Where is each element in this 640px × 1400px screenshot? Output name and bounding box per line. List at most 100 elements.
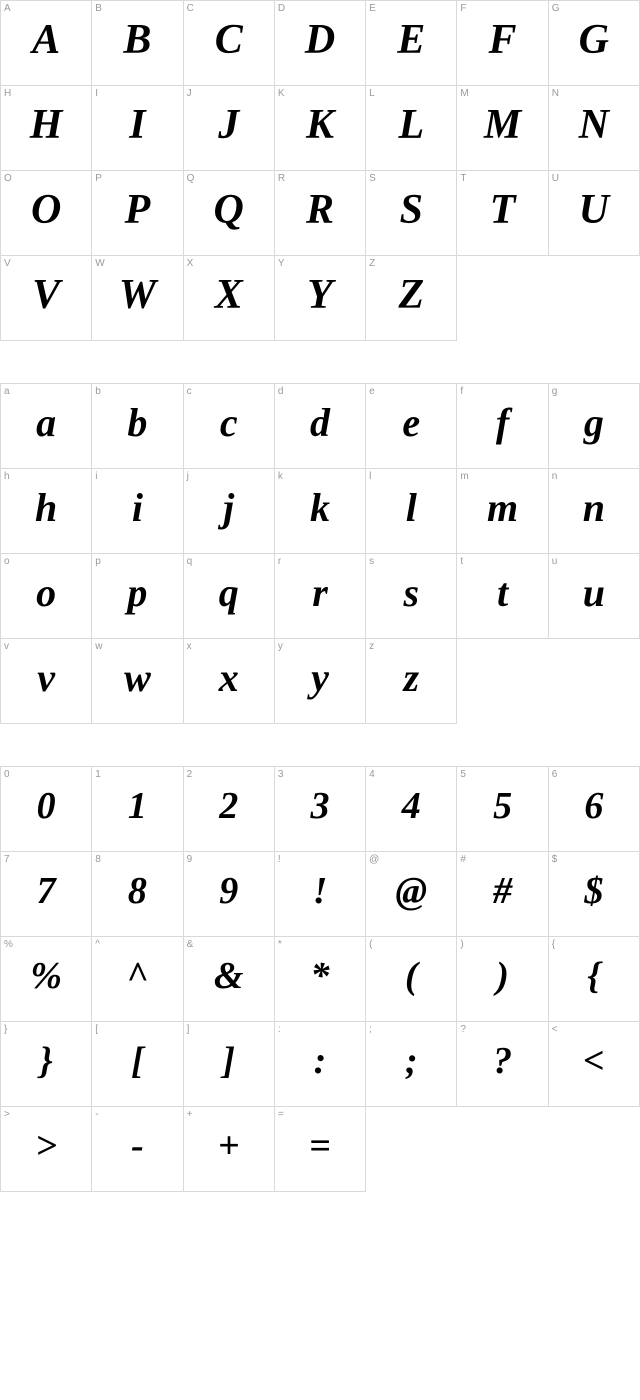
glyph-cell: II xyxy=(92,86,183,171)
key-label: T xyxy=(460,173,466,184)
key-label: V xyxy=(4,258,11,269)
glyph: I xyxy=(92,100,182,150)
key-label: g xyxy=(552,386,558,397)
glyph-cell: 99 xyxy=(184,852,275,937)
section-symbols: 00112233445566778899!!@@##$$%%^^&&**(())… xyxy=(0,766,640,1192)
glyph-cell: NN xyxy=(549,86,640,171)
glyph-cell: oo xyxy=(1,554,92,639)
glyph: Q xyxy=(184,185,274,235)
glyph: X xyxy=(184,270,274,320)
cell-blank xyxy=(549,639,640,724)
key-label: ! xyxy=(278,854,281,865)
key-label: : xyxy=(278,1024,281,1035)
glyph: : xyxy=(275,1036,365,1086)
glyph: g xyxy=(549,398,639,448)
glyph: R xyxy=(275,185,365,235)
glyph: c xyxy=(184,398,274,448)
key-label: k xyxy=(278,471,283,482)
key-label: h xyxy=(4,471,10,482)
glyph: K xyxy=(275,100,365,150)
glyph: v xyxy=(1,653,91,703)
glyph: F xyxy=(457,15,547,65)
key-label: 2 xyxy=(187,769,193,780)
key-label: o xyxy=(4,556,10,567)
key-label: e xyxy=(369,386,375,397)
glyph-cell: ++ xyxy=(184,1107,275,1192)
cell-blank xyxy=(457,639,548,724)
key-label: ? xyxy=(460,1024,466,1035)
key-label: * xyxy=(278,939,282,950)
glyph: r xyxy=(275,568,365,618)
cell-blank xyxy=(366,1107,457,1192)
glyph: [ xyxy=(92,1036,182,1086)
key-label: ] xyxy=(187,1024,190,1035)
glyph-cell: jj xyxy=(184,469,275,554)
key-label: G xyxy=(552,3,560,14)
glyph: h xyxy=(1,483,91,533)
key-label: 4 xyxy=(369,769,375,780)
glyph: U xyxy=(549,185,639,235)
glyph: d xyxy=(275,398,365,448)
cell-blank xyxy=(549,1107,640,1192)
glyph: a xyxy=(1,398,91,448)
key-label: a xyxy=(4,386,10,397)
glyph-cell: 66 xyxy=(549,767,640,852)
key-label: Q xyxy=(187,173,195,184)
key-label: # xyxy=(460,854,466,865)
key-label: u xyxy=(552,556,558,567)
glyph-cell: KK xyxy=(275,86,366,171)
key-label: + xyxy=(187,1109,193,1120)
key-label: C xyxy=(187,3,194,14)
key-label: 9 xyxy=(187,854,193,865)
key-label: K xyxy=(278,88,285,99)
glyph: } xyxy=(1,1036,91,1086)
glyph: + xyxy=(184,1121,274,1171)
glyph: e xyxy=(366,398,456,448)
key-label: y xyxy=(278,641,283,652)
glyph-cell: kk xyxy=(275,469,366,554)
glyph-cell: SS xyxy=(366,171,457,256)
glyph-cell: && xyxy=(184,937,275,1022)
key-label: t xyxy=(460,556,463,567)
glyph-cell: PP xyxy=(92,171,183,256)
key-label: U xyxy=(552,173,559,184)
glyph-cell: << xyxy=(549,1022,640,1107)
key-label: ^ xyxy=(95,939,100,950)
glyph-cell: }} xyxy=(1,1022,92,1107)
key-label: i xyxy=(95,471,97,482)
glyph: 7 xyxy=(1,866,91,916)
glyph: C xyxy=(184,15,274,65)
glyph: H xyxy=(1,100,91,150)
glyph-cell: 77 xyxy=(1,852,92,937)
glyph: s xyxy=(366,568,456,618)
glyph-cell: cc xyxy=(184,384,275,469)
glyph-cell: pp xyxy=(92,554,183,639)
glyph-cell: (( xyxy=(366,937,457,1022)
glyph-cell: >> xyxy=(1,1107,92,1192)
key-label: S xyxy=(369,173,376,184)
glyph: 4 xyxy=(366,781,456,831)
glyph: T xyxy=(457,185,547,235)
glyph: # xyxy=(457,866,547,916)
glyph: P xyxy=(92,185,182,235)
cell-blank xyxy=(457,1107,548,1192)
glyph-cell: LL xyxy=(366,86,457,171)
key-label: s xyxy=(369,556,374,567)
key-label: B xyxy=(95,3,102,14)
glyph-cell: YY xyxy=(275,256,366,341)
key-label: = xyxy=(278,1109,284,1120)
key-label: 5 xyxy=(460,769,466,780)
key-label: n xyxy=(552,471,558,482)
key-label: > xyxy=(4,1109,10,1120)
glyph-cell: :: xyxy=(275,1022,366,1107)
glyph-cell: QQ xyxy=(184,171,275,256)
key-label: q xyxy=(187,556,193,567)
key-label: A xyxy=(4,3,11,14)
glyph-cell: bb xyxy=(92,384,183,469)
key-label: H xyxy=(4,88,11,99)
glyph-cell: CC xyxy=(184,1,275,86)
glyph: * xyxy=(275,951,365,1001)
key-label: r xyxy=(278,556,281,567)
glyph-cell: 55 xyxy=(457,767,548,852)
glyph-cell: 22 xyxy=(184,767,275,852)
